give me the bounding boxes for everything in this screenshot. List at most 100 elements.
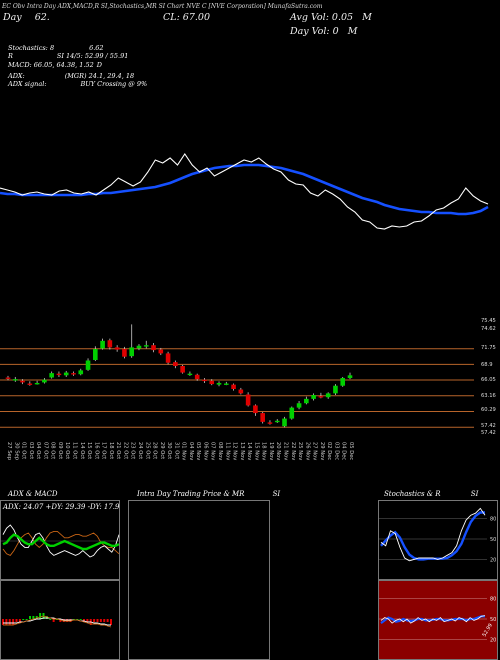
candle-body (63, 372, 69, 376)
candle-body (311, 395, 316, 399)
date-tick-label: 21 Nov (283, 442, 289, 460)
price-tick-label: 57.42 (481, 423, 496, 429)
candle-body (93, 349, 98, 360)
adx-lines (1, 524, 119, 558)
candle-body (194, 374, 200, 380)
candle-body (304, 398, 309, 404)
candle-body (151, 345, 156, 351)
date-tick-label: 29 Oct (159, 442, 165, 459)
adx-panel: ADX: 24.07 +DY: 29.39 -DY: 17.96 (0, 500, 120, 580)
date-tick-label: 05 Nov (195, 442, 201, 460)
macd-hist-bar (99, 619, 102, 622)
price-tick-label: 68.9 (481, 362, 493, 368)
day-label: Day 62. (3, 12, 50, 23)
candle-body (340, 378, 346, 386)
rsi-corner-label: 52.99 (482, 623, 494, 638)
date-tick-label: 28 Oct (152, 442, 158, 459)
candle-body (223, 383, 229, 385)
date-tick-label: 14 Nov (246, 442, 252, 460)
macd-hist-bar (49, 619, 52, 620)
stoch-title: Stochastics & R SI (384, 490, 479, 498)
candle-body (202, 379, 207, 382)
date-tick-label: 08 Nov (217, 442, 223, 460)
date-tick-label: 30 Oct (166, 442, 172, 459)
macd-hist-bar (25, 619, 28, 620)
indicator-info: Stochastics: 8 6.62 R SI 14/5: 52.99 / 55.… (8, 44, 147, 88)
candle-body (100, 340, 105, 349)
stoch-tick-label: 50 (490, 537, 496, 543)
minus-di-line (2, 530, 119, 556)
date-tick-label: 26 Nov (304, 442, 310, 460)
candle-body (85, 360, 91, 370)
date-tick-label: 01 Nov (181, 442, 187, 460)
date-tick-label: 01 Oct (21, 442, 27, 459)
avg-vol-text: Avg Vol: 0.05 (290, 12, 354, 23)
macd-hist-bar (76, 619, 79, 620)
date-tick-label: 04 Dec (341, 442, 347, 460)
date-tick-label: 17 Oct (101, 442, 107, 459)
date-tick-label: 15 Nov (253, 442, 259, 460)
date-tick-label: 03 Dec (333, 442, 339, 460)
candle-body (260, 413, 265, 422)
macd-hist-bar (56, 619, 58, 620)
candle-body (245, 394, 251, 406)
macd-panel (0, 580, 120, 660)
date-tick-label: 11 Oct (71, 442, 77, 459)
macd-hist-bar (15, 619, 18, 622)
plus-di-line (2, 524, 119, 558)
macd-hist-bar (29, 616, 31, 619)
date-tick-label: 03 Oct (28, 442, 34, 459)
rsi-line: R SI 14/5: 52.99 / 55.91 (8, 52, 129, 61)
date-tick-label: 02 Dec (326, 442, 332, 460)
candle-body (253, 405, 258, 414)
date-tick-label: 07 Oct (42, 442, 48, 459)
adx-signal-line: ADX signal: BUY Crossing @ 9% (8, 80, 148, 89)
date-tick-label: 22 Nov (290, 442, 296, 460)
stochastics-line: Stochastics: 8 6.62 (8, 44, 104, 52)
macd-hist-bar (69, 619, 72, 622)
macd-hist-bar (66, 619, 69, 622)
macd-hist-bar (62, 619, 65, 622)
macd-hist-bar (86, 619, 89, 622)
date-tick-label: 18 Oct (108, 442, 114, 459)
candle-body (129, 347, 135, 357)
date-tick-label: 20 Nov (275, 442, 281, 460)
candle-body (78, 370, 84, 375)
macd-hist-bar (96, 619, 99, 622)
date-tick-label: 27 Nov (312, 442, 318, 460)
date-tick-label: 21 Oct (115, 442, 121, 459)
date-tick-label: 04 Oct (35, 442, 41, 459)
cl-value: CL: 67.00 (163, 12, 210, 23)
macd-hist-bar (39, 613, 42, 619)
date-tick-label: 25 Oct (144, 442, 150, 459)
candle-body (158, 349, 164, 354)
date-tick-label: 29 Nov (319, 442, 325, 460)
candle-body (333, 385, 338, 394)
stoch-lines: 80 50 20 (379, 507, 496, 563)
rsi-tick-label: 20 (490, 637, 496, 643)
candle-body (42, 379, 47, 383)
obv-chart (0, 153, 489, 230)
macd-hist-bar (79, 619, 82, 620)
candle-body (165, 353, 171, 363)
candle-body (136, 345, 142, 349)
macd-hist-bar (8, 619, 11, 625)
candle-body (5, 377, 11, 379)
date-tick-label: 31 Oct (173, 442, 179, 459)
macd-hist-bar (2, 619, 4, 625)
price-tick-label: 74.62 (481, 326, 496, 332)
candle-body (56, 373, 62, 376)
avg-vol-unit: M (362, 12, 372, 23)
day-vol-text: Day Vol: 0 (290, 26, 339, 37)
date-tick-label: 10 Oct (64, 442, 70, 459)
avg-vol: Avg Vol: 0.05 M (290, 12, 372, 23)
date-tick-label: 18 Nov (261, 442, 267, 460)
date-tick-label: 15 Oct (86, 442, 92, 459)
date-tick-label: 11 Nov (224, 442, 230, 460)
rsi-tick-label: 50 (490, 617, 496, 623)
header-title-text: EC Obv Intra Day ADX,MACD,R SI,Stochasti… (2, 3, 323, 10)
price-chart: 75.45 74.62 71.75 68.9 66.05 63.16 60.29 57.425… (0, 318, 496, 461)
macd-line: MACD: 66.05, 64.38, 1.52 D (8, 60, 102, 69)
day-vol-unit: M (347, 26, 358, 37)
